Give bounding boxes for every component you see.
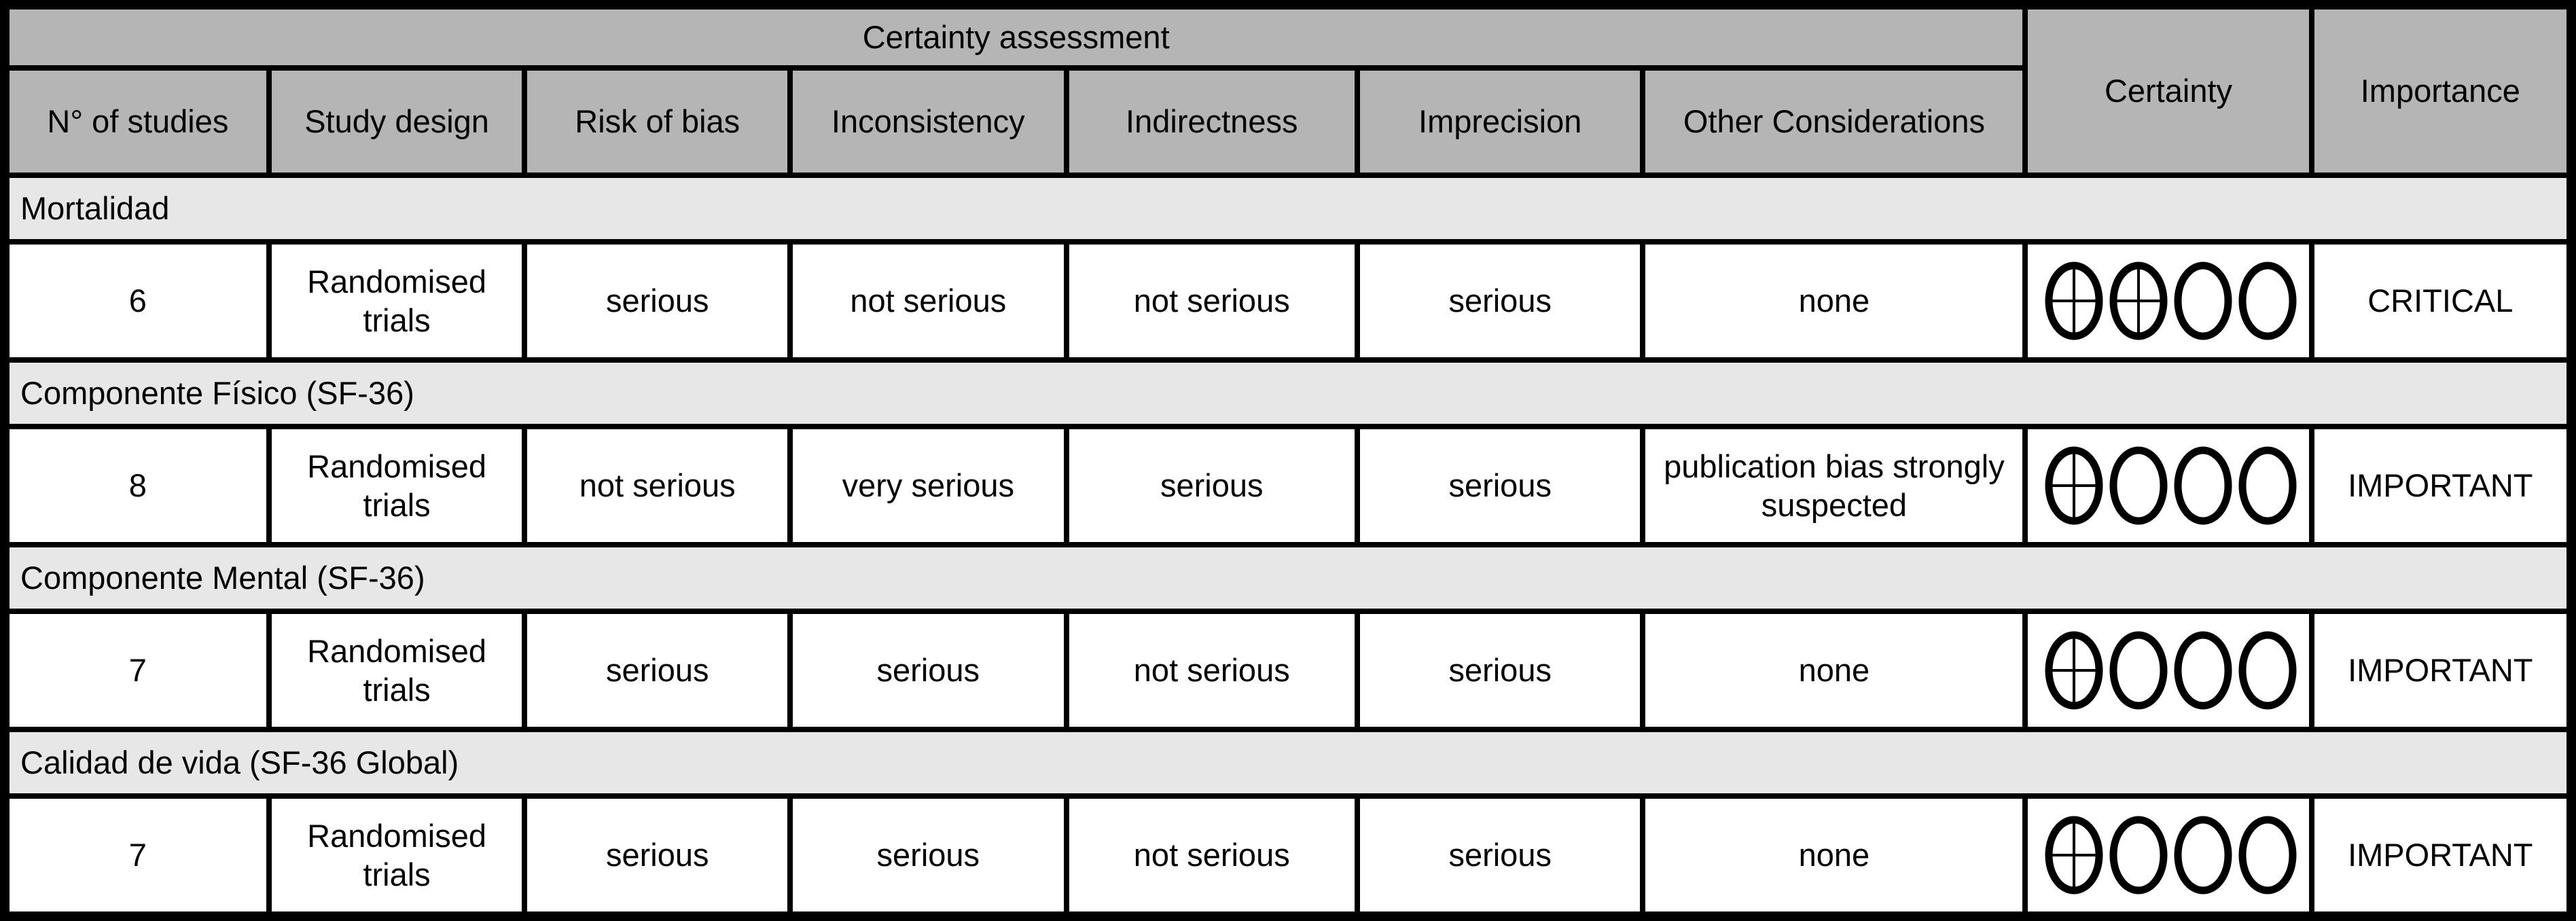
cell-certainty — [2022, 239, 2314, 363]
grade-empty-icon — [2238, 631, 2297, 710]
grade-filled-icon — [2109, 261, 2168, 340]
grade-empty-icon — [2109, 816, 2168, 895]
col-header-imprecision: Imprecision — [1354, 65, 1646, 178]
grade-filled-icon — [2045, 446, 2103, 525]
table-row: 6 Randomised trials serious not serious … — [2, 239, 2575, 363]
cell-certainty — [2022, 424, 2314, 547]
cell-imprecision: serious — [1354, 609, 1646, 732]
grade-certainty-symbols — [2031, 815, 2306, 895]
cell-importance: IMPORTANT — [2308, 793, 2575, 919]
cell-n-of-studies: 6 — [2, 239, 272, 363]
cell-importance: IMPORTANT — [2308, 424, 2575, 547]
section-row-mortalidad: Mortalidad — [2, 173, 2574, 245]
section-title: Mortalidad — [2, 173, 2574, 245]
cell-inconsistency: serious — [787, 793, 1069, 919]
cell-indirectness: not serious — [1063, 239, 1360, 363]
col-header-indirectness: Indirectness — [1063, 65, 1360, 178]
cell-risk-of-bias: serious — [522, 239, 793, 363]
cell-importance: CRITICAL — [2308, 239, 2575, 363]
cell-inconsistency: serious — [787, 609, 1069, 732]
cell-study-design: Randomised trials — [266, 239, 528, 363]
grade-empty-icon — [2109, 446, 2168, 525]
table-row: 7 Randomised trials serious serious not … — [2, 609, 2575, 732]
grade-empty-icon — [2109, 631, 2168, 710]
section-title: Componente Mental (SF-36) — [2, 542, 2574, 614]
cell-risk-of-bias: not serious — [522, 424, 793, 547]
col-header-n-of-studies: N° of studies — [2, 65, 272, 178]
cell-n-of-studies: 7 — [2, 609, 272, 732]
header-columns-row: N° of studies Study design Risk of bias … — [2, 65, 2571, 178]
section-row-componente-fisico: Componente Físico (SF-36) — [2, 357, 2574, 429]
cell-n-of-studies: 8 — [2, 424, 272, 547]
section-row-componente-mental: Componente Mental (SF-36) — [2, 542, 2574, 614]
cell-imprecision: serious — [1354, 793, 1646, 919]
grade-certainty-symbols — [2031, 261, 2306, 341]
col-header-inconsistency: Inconsistency — [787, 65, 1069, 178]
cell-inconsistency: not serious — [787, 239, 1069, 363]
cell-other-considerations: none — [1640, 239, 2028, 363]
grade-empty-icon — [2238, 261, 2297, 340]
grade-empty-icon — [2174, 261, 2232, 340]
grade-certainty-symbols — [2031, 630, 2306, 710]
cell-study-design: Randomised trials — [266, 793, 528, 919]
section-row-calidad-de-vida: Calidad de vida (SF-36 Global) — [2, 727, 2574, 799]
cell-indirectness: serious — [1063, 424, 1360, 547]
grade-empty-icon — [2238, 446, 2297, 525]
cell-risk-of-bias: serious — [522, 793, 793, 919]
table-row: 7 Randomised trials serious serious not … — [2, 793, 2575, 919]
grade-empty-icon — [2174, 816, 2232, 895]
cell-other-considerations: publication bias strongly suspected — [1640, 424, 2028, 547]
cell-study-design: Randomised trials — [266, 609, 528, 732]
cell-other-considerations: none — [1640, 609, 2028, 732]
col-header-importance: Importance — [2308, 2, 2575, 178]
section-title: Calidad de vida (SF-36 Global) — [2, 727, 2574, 799]
cell-inconsistency: very serious — [787, 424, 1069, 547]
table-row: 8 Randomised trials not serious very ser… — [2, 424, 2575, 547]
header-group-row: Certainty assessment Certainty Importanc… — [1, 2, 2575, 178]
cell-indirectness: not serious — [1063, 609, 1360, 732]
cell-certainty — [2022, 609, 2314, 732]
certainty-assessment-group-header: Certainty assessment — [1, 2, 2028, 71]
grade-empty-icon — [2174, 446, 2232, 525]
col-header-other-considerations: Other Considerations — [1640, 65, 2028, 178]
cell-n-of-studies: 7 — [2, 793, 272, 919]
grade-filled-icon — [2045, 261, 2103, 340]
cell-imprecision: serious — [1354, 239, 1646, 363]
cell-imprecision: serious — [1354, 424, 1646, 547]
col-header-risk-of-bias: Risk of bias — [522, 65, 793, 178]
cell-study-design: Randomised trials — [266, 424, 528, 547]
cell-importance: IMPORTANT — [2308, 609, 2575, 732]
grade-empty-icon — [2174, 631, 2232, 710]
cell-certainty — [2022, 793, 2314, 919]
grade-filled-icon — [2045, 631, 2103, 710]
grade-empty-icon — [2238, 816, 2297, 895]
cell-indirectness: not serious — [1063, 793, 1360, 919]
cell-risk-of-bias: serious — [522, 609, 793, 732]
section-title: Componente Físico (SF-36) — [2, 357, 2574, 429]
grade-certainty-symbols — [2031, 446, 2306, 526]
cell-other-considerations: none — [1640, 793, 2028, 919]
grade-filled-icon — [2045, 816, 2103, 895]
col-header-study-design: Study design — [266, 65, 528, 178]
col-header-certainty: Certainty — [2022, 2, 2314, 178]
